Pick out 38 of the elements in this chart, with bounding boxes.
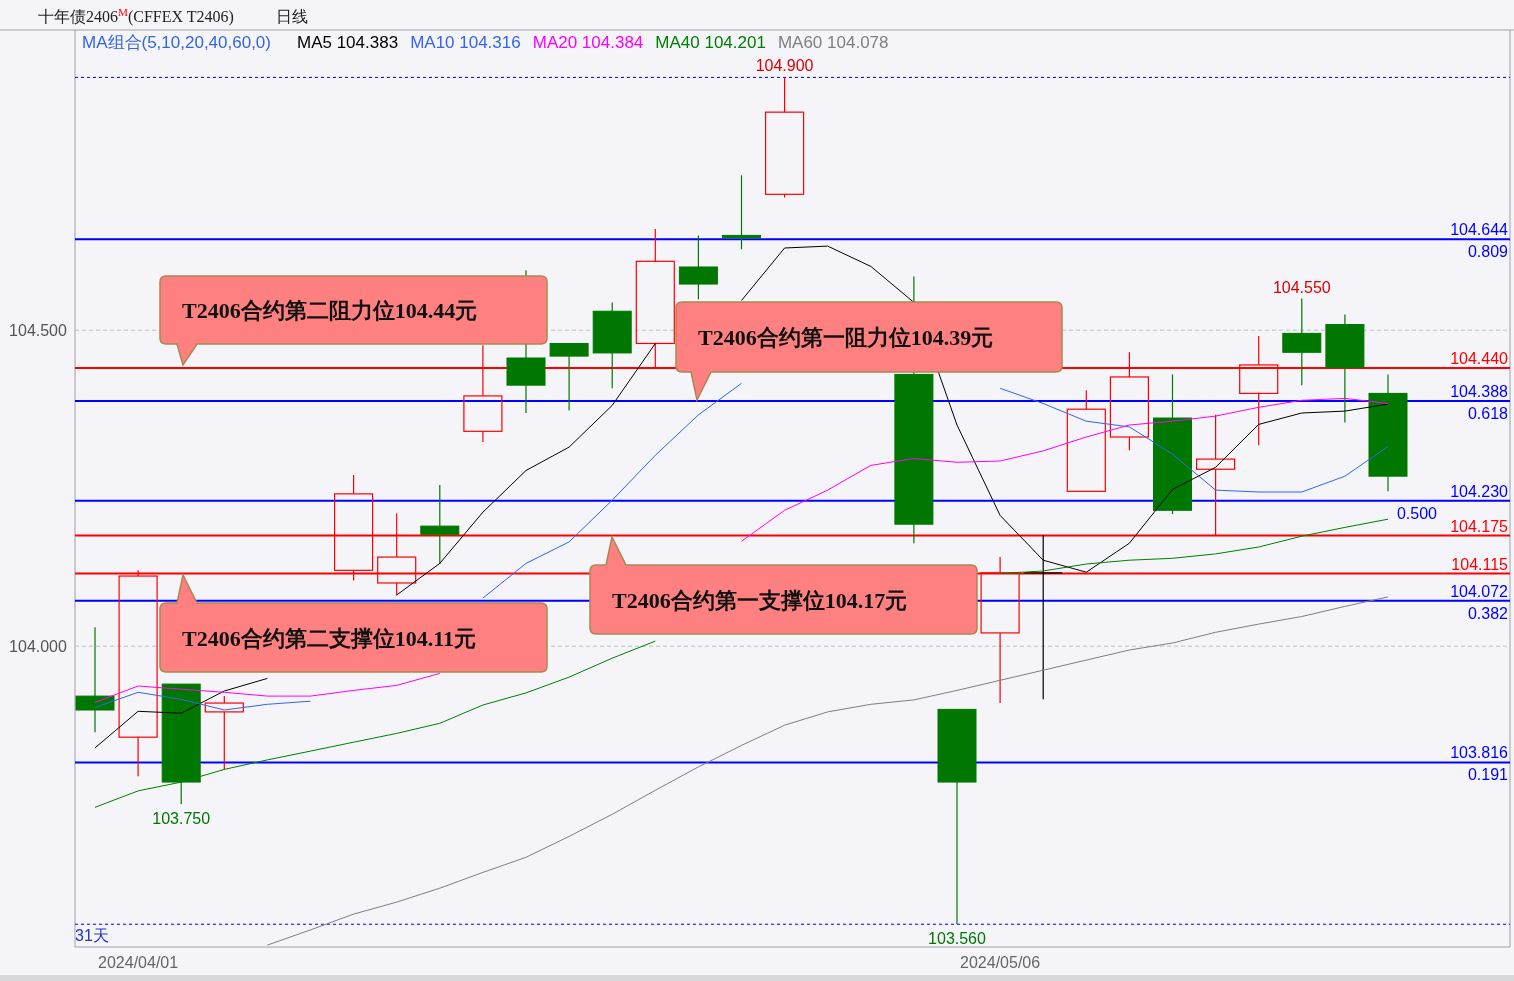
candlestick <box>1325 313 1365 424</box>
annotation: 104.550 <box>1272 278 1331 296</box>
ref-line-label: 104.440 <box>1450 350 1509 368</box>
callout: T2406合约第一阻力位104.39元 <box>675 301 1063 401</box>
annotation: 0.809 <box>1467 243 1509 261</box>
callout: T2406合约第二阻力位104.44元 <box>159 275 548 366</box>
annotation: T2406合约第二支撑位104.11元 <box>182 625 476 651</box>
candlestick <box>75 626 115 733</box>
annotation: T2406合约第一阻力位104.39元 <box>698 325 994 350</box>
y-tick-label: 104.500 <box>9 322 68 340</box>
ref-line-label: 104.115 <box>1451 555 1509 573</box>
y-tick-label: 104.000 <box>9 638 68 656</box>
x-tick-label: 2024/05/06 <box>960 954 1041 971</box>
annotation: T2406合约第一支撑位104.17元 <box>612 587 908 613</box>
candlestick <box>1023 534 1063 700</box>
annotation: 104.900 <box>755 57 814 75</box>
candlestick <box>1368 373 1408 492</box>
x-tick-label: 2024/04/01 <box>98 954 179 971</box>
candlestick <box>1282 297 1322 386</box>
legend: MA组合(5,10,20,40,60,0) MA5 104.383 MA10 104.316 MA20 104.384 MA40 104.201 MA60 104.078 <box>82 33 889 52</box>
annotation: 103.560 <box>928 930 987 948</box>
ref-line-label: 104.072 <box>1450 582 1509 600</box>
annotation: T2406合约第二阻力位104.44元 <box>182 298 478 323</box>
ref-line-label: 104.175 <box>1450 517 1509 535</box>
callout: T2406合约第二支撑位104.11元 <box>159 574 548 673</box>
ref-line-label: 104.230 <box>1450 482 1509 500</box>
ref-line-label: 103.816 <box>1450 744 1509 762</box>
callout: T2406合约第一支撑位104.17元 <box>589 536 978 635</box>
ref-line-label: 104.644 <box>1450 221 1509 239</box>
ref-line-label: 104.388 <box>1450 382 1509 400</box>
annotation: 0.382 <box>1467 604 1509 622</box>
annotation: 31天 <box>75 927 109 944</box>
annotation: 0.191 <box>1467 766 1509 784</box>
annotation: 0.500 <box>1396 504 1438 522</box>
candlestick <box>420 484 460 565</box>
annotation: 0.618 <box>1467 404 1509 422</box>
title: 十年债2406$^{M}$(CFFEX T2406) 日线 <box>38 6 308 25</box>
annotation: 103.750 <box>152 810 211 828</box>
